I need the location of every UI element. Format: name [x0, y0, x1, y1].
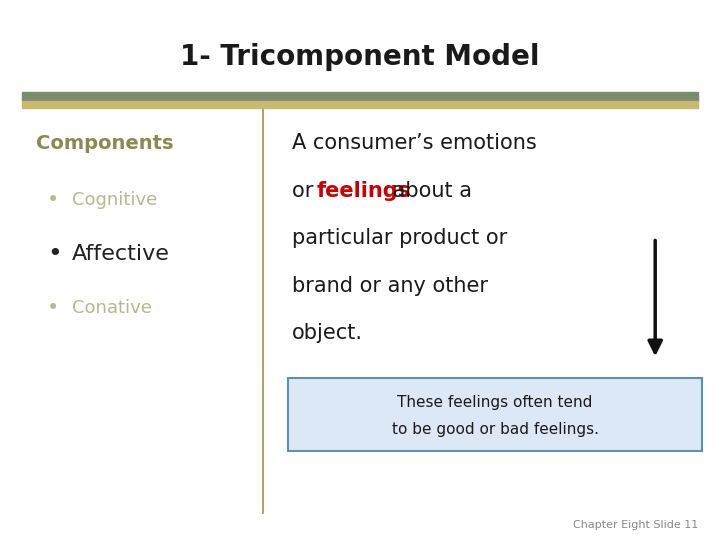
Text: object.: object. — [292, 323, 363, 343]
Text: Conative: Conative — [72, 299, 152, 317]
Text: to be good or bad feelings.: to be good or bad feelings. — [392, 422, 598, 436]
Text: Components: Components — [36, 133, 174, 153]
Text: These feelings often tend: These feelings often tend — [397, 395, 593, 409]
Text: Affective: Affective — [72, 244, 170, 264]
Text: brand or any other: brand or any other — [292, 275, 487, 296]
Text: feelings: feelings — [317, 180, 410, 201]
Text: •: • — [47, 298, 59, 318]
Text: A consumer’s emotions: A consumer’s emotions — [292, 133, 536, 153]
Bar — [22, 100, 698, 108]
Text: Cognitive: Cognitive — [72, 191, 157, 209]
Bar — [22, 92, 698, 100]
Text: •: • — [47, 242, 61, 266]
Text: or: or — [292, 180, 320, 201]
Text: about a: about a — [386, 180, 472, 201]
Text: •: • — [47, 190, 59, 210]
Text: Chapter Eight Slide 11: Chapter Eight Slide 11 — [573, 520, 698, 530]
Text: particular product or: particular product or — [292, 228, 507, 248]
Bar — [288, 378, 702, 451]
Text: 1- Tricomponent Model: 1- Tricomponent Model — [180, 43, 540, 71]
